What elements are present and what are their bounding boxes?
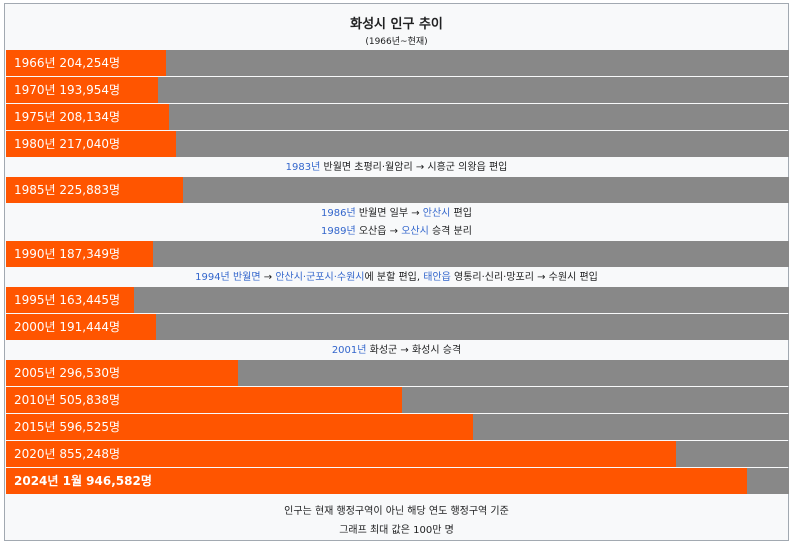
annotation-text: 승격 분리 [428,226,472,237]
bar-fill [6,50,166,76]
bar-fill [6,468,747,494]
bar-row: 1985년 225,883명 [6,177,789,203]
bar-fill [6,287,134,313]
bar-row: 1980년 217,040명 [6,131,789,157]
bar-row: 1990년 187,349명 [6,241,789,267]
bar-label: 1995년 163,445명 [14,293,121,307]
bar-row: 2010년 505,838명 [6,387,789,413]
annotation-text: 반월면 일부 → [355,208,423,219]
annotation-link[interactable]: 안산시·군포시·수원시 [275,272,365,283]
bar-label: 2005년 296,530명 [14,366,121,380]
footnote-1: 인구는 현재 행정구역이 아닌 해당 연도 행정구역 기준 [284,506,509,517]
bar-row: 2024년 1월 946,582명 [6,468,789,494]
bar-label: 2024년 1월 946,582명 [14,474,152,488]
bar-label: 2000년 191,444명 [14,320,121,334]
annotation-link[interactable]: 태안읍 [423,272,451,283]
bar-fill [6,77,158,103]
bar-label: 2015년 596,525명 [14,420,121,434]
bar-fill [6,414,473,440]
annotation-text: 편입 [450,208,472,219]
bar-fill [6,441,676,467]
bar-label: 1966년 204,254명 [14,56,121,70]
bar-label: 2020년 855,248명 [14,447,121,461]
bar-label: 1970년 193,954명 [14,83,121,97]
bar-label: 1985년 225,883명 [14,183,121,197]
annotation-link[interactable]: 1983년 [285,162,321,173]
bar-fill [6,104,169,130]
annotation-link[interactable]: 1986년 [321,208,356,219]
bar-label: 1990년 187,349명 [14,247,121,261]
bar-row: 2000년 191,444명 [6,314,789,340]
bar-row: 2015년 596,525명 [6,414,789,440]
annotation-link[interactable]: 2001년 [331,345,367,356]
bar-fill [6,241,153,267]
annotation-link[interactable]: 반월면 [232,272,261,283]
bar-fill [6,177,183,203]
annotation: 1983년 반월면 초평리·월암리 → 시흥군 의왕읍 편입 [5,159,788,177]
annotation-link[interactable]: 1989년 [321,226,356,237]
footnote-2: 그래프 최대 값은 100만 명 [339,525,454,536]
annotation-link[interactable]: 안산시 [422,208,451,219]
bar-fill [6,314,156,340]
bar-fill [6,131,176,157]
bar-row: 1970년 193,954명 [6,77,789,103]
bar-label: 1980년 217,040명 [14,137,121,151]
annotation-text: 오산읍 → [355,226,402,237]
bar-row: 1966년 204,254명 [6,50,789,76]
annotation-text: 에 분할 편입, [364,272,424,283]
annotation: 1986년 반월면 일부 → 안산시 편입 [5,205,788,223]
annotation-link[interactable]: 1994년 [195,272,230,283]
annotation: 1994년 반월면 → 안산시·군포시·수원시에 분할 편입, 태안읍 영통리·… [5,269,788,287]
bar-row: 2020년 855,248명 [6,441,789,467]
annotation-text: 반월면 초평리·월암리 → 시흥군 의왕읍 편입 [320,162,508,173]
annotation-text: 화성군 → 화성시 승격 [366,345,462,356]
bar-row: 2005년 296,530명 [6,360,789,386]
bar-fill [6,387,402,413]
bar-label: 1975년 208,134명 [14,110,121,124]
annotation-link[interactable]: 오산시 [401,226,429,237]
bar-fill [6,360,238,386]
annotation-text: 영통리·신리·망포리 → 수원시 편입 [450,272,598,283]
bar-label: 2010년 505,838명 [14,393,121,407]
bar-row: 1975년 208,134명 [6,104,789,130]
annotation-text: → [260,272,276,283]
annotation: 1989년 오산읍 → 오산시 승격 분리 [5,223,788,241]
chart-frame: 화성시 인구 추이 (1966년~현재) 1966년 204,254명 1970년… [4,3,789,541]
chart-title: 화성시 인구 추이 [350,17,443,32]
chart-subtitle: (1966년~현재) [365,37,428,47]
bar-row: 1995년 163,445명 [6,287,789,313]
annotation: 2001년 화성군 → 화성시 승격 [5,342,788,360]
